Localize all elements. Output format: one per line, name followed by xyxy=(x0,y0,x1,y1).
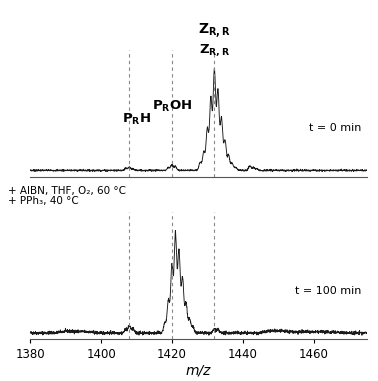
Text: t = 100 min: t = 100 min xyxy=(295,286,362,296)
Text: $\mathbf{Z_{R,R}}$: $\mathbf{Z_{R,R}}$ xyxy=(198,21,231,40)
Text: + PPh₃, 40 °C: + PPh₃, 40 °C xyxy=(8,197,78,207)
X-axis label: m/z: m/z xyxy=(186,364,211,378)
Text: $\mathbf{P_R}$OH: $\mathbf{P_R}$OH xyxy=(152,99,192,114)
Text: + AIBN, THF, O₂, 60 °C: + AIBN, THF, O₂, 60 °C xyxy=(8,186,125,196)
Text: $\mathbf{P_R}$H: $\mathbf{P_R}$H xyxy=(122,112,152,127)
Text: $\mathbf{Z_{R,R}}$: $\mathbf{Z_{R,R}}$ xyxy=(199,42,230,58)
Text: t = 0 min: t = 0 min xyxy=(309,123,362,133)
